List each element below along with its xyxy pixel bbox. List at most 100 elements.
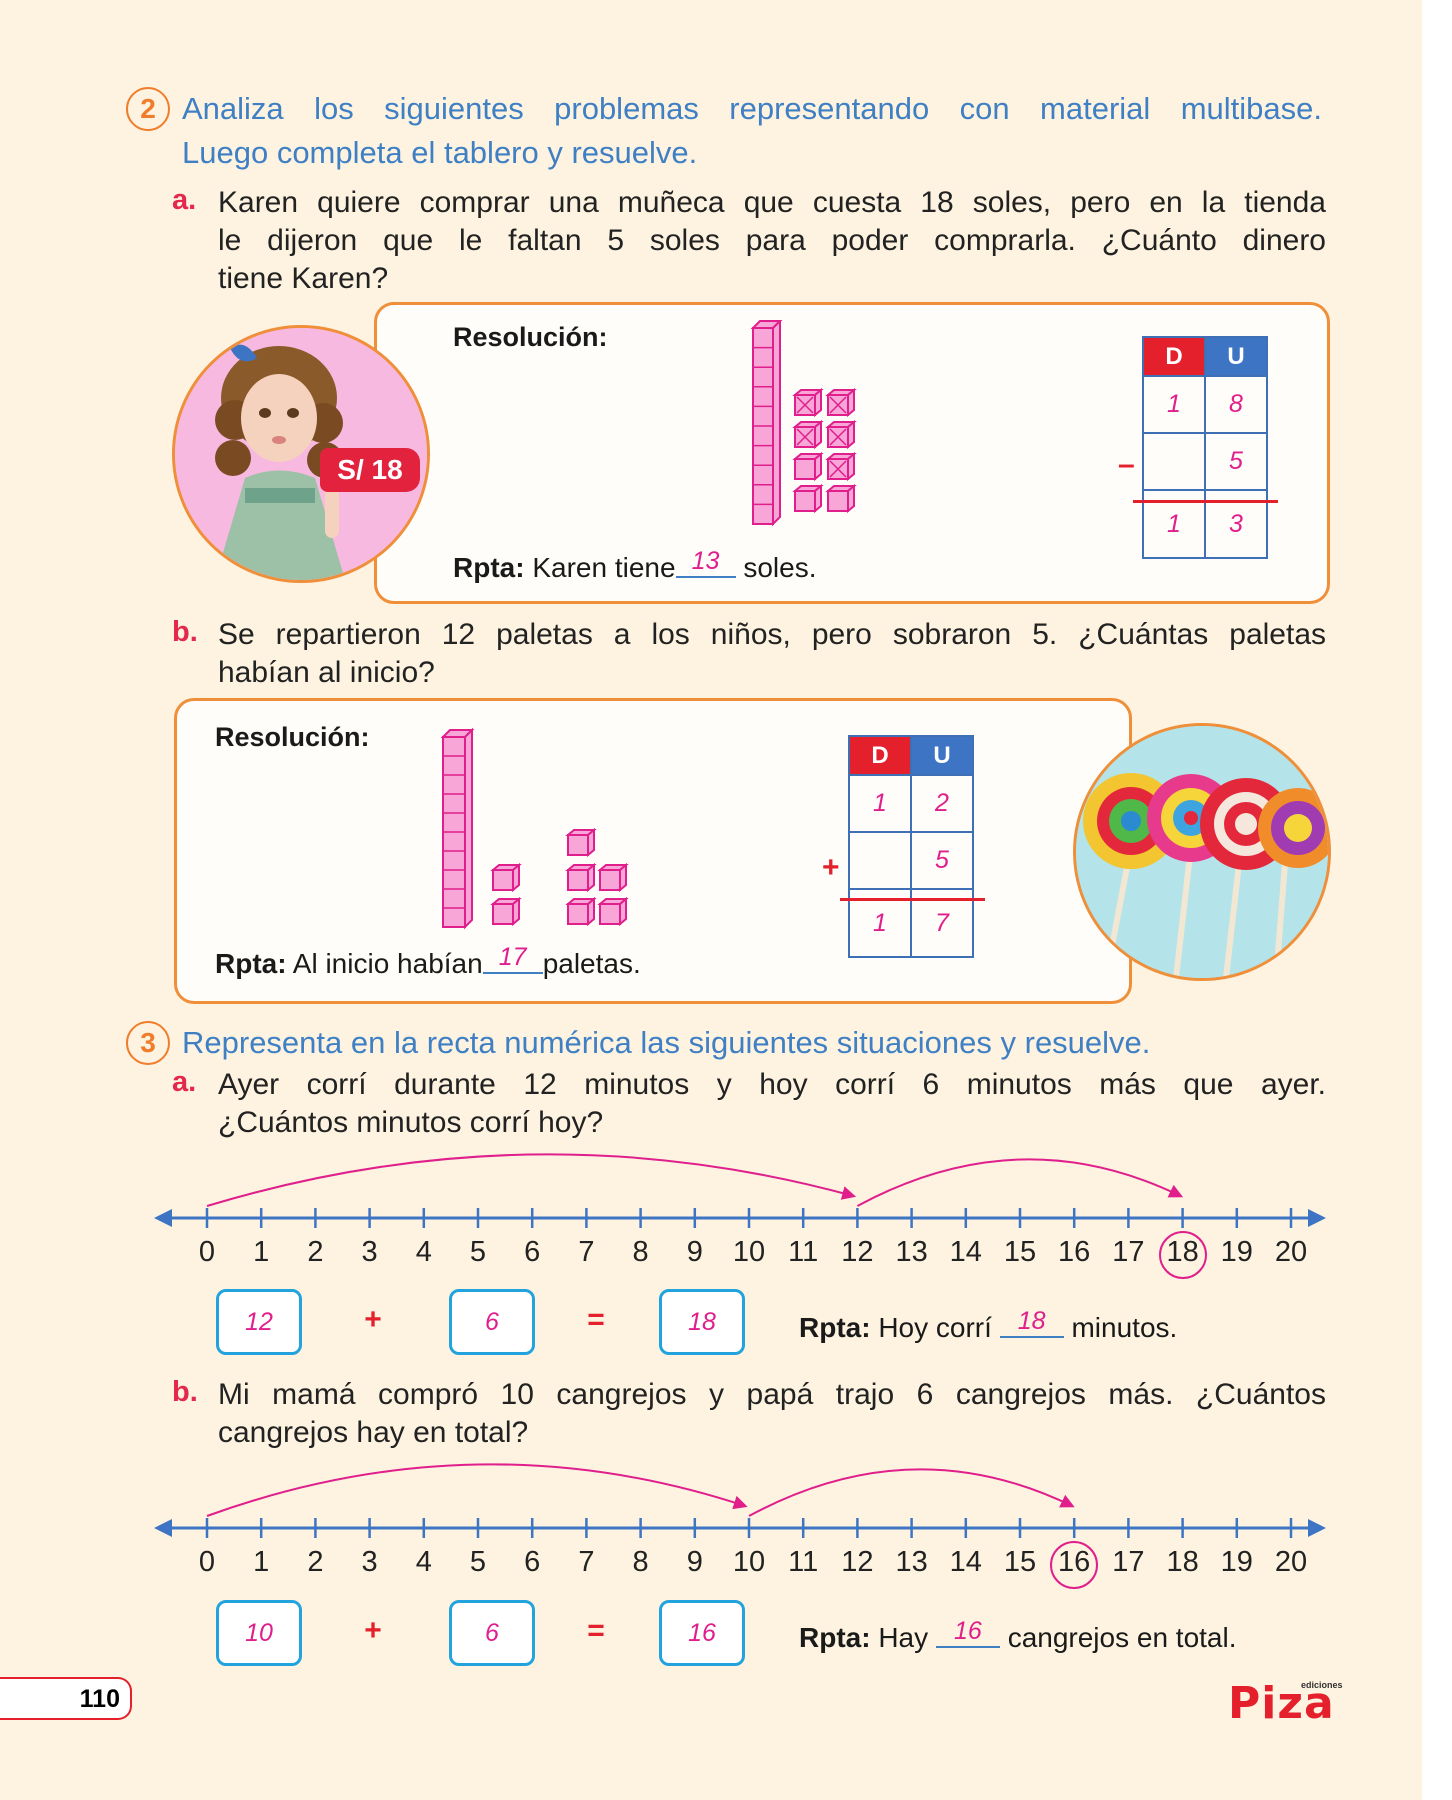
tick-label: 17 [1112, 1546, 1145, 1578]
lollipop-photo [1073, 723, 1331, 981]
jump-arc [748, 1468, 1075, 1517]
tick-label: 19 [1220, 1546, 1253, 1578]
question-2-instruction-line2: Luego completa el tablero y resuelve. [182, 135, 698, 170]
answer-3b: Rpta: Hay 16 cangrejos en total. [799, 1617, 1237, 1656]
page-edge [1422, 0, 1452, 1800]
tick-label: 4 [415, 1236, 432, 1268]
tick-label: 8 [632, 1546, 649, 1578]
item-2a-letter: a. [172, 184, 197, 216]
tick-label: 0 [198, 1236, 216, 1268]
resolution-label-2b: Resolución: [215, 722, 370, 752]
table-cell [1142, 432, 1206, 491]
answer-value: 13 [675, 547, 736, 578]
answer-text-before: Hay [878, 1622, 929, 1653]
number-line-3b [154, 1463, 1326, 1538]
item-3b-line2: cangrejos hay en total? [218, 1416, 529, 1449]
item-3a-line2: ¿Cuántos minutos corrí hoy? [218, 1106, 604, 1139]
answer-text-before: Karen tiene [532, 552, 676, 583]
tick-label: 20 [1274, 1546, 1308, 1578]
base-ten-blocks-2b [440, 727, 629, 930]
price-tag: S/ 18 [320, 448, 420, 492]
tick-label: 10 [732, 1546, 766, 1578]
question-3-instruction: Representa en la recta numérica las sigu… [182, 1025, 1151, 1060]
tick-label: 2 [307, 1236, 324, 1268]
jump-arc [206, 1153, 857, 1207]
tick-label: 13 [895, 1546, 928, 1578]
tick-label: 10 [732, 1236, 766, 1268]
tick-label: 2 [307, 1546, 324, 1578]
tick-label: 3 [361, 1236, 378, 1268]
table-cell: 1 [848, 774, 912, 833]
tick-label: 5 [469, 1546, 487, 1578]
tick-label: 12 [841, 1546, 874, 1578]
units-header: U [1204, 336, 1268, 377]
arrow-left [154, 1519, 172, 1537]
base-ten-blocks-2a [750, 320, 857, 527]
equation-addend-2: 6 [449, 1289, 535, 1355]
tick-label: 6 [524, 1236, 541, 1268]
tick-label: 17 [1112, 1236, 1145, 1268]
jump-arc [206, 1463, 748, 1517]
tick-label: 9 [686, 1236, 703, 1268]
answer-label: Rpta: [799, 1622, 871, 1653]
item-2b-line2: habían al inicio? [218, 656, 435, 689]
result-line [1133, 500, 1278, 503]
equation-result: 18 [659, 1289, 745, 1355]
table-cell [848, 831, 912, 890]
table-cell: 5 [910, 831, 974, 890]
question-2-number: 2 [126, 87, 170, 131]
answer-label: Rpta: [453, 552, 525, 583]
item-2b-line1: Se repartieron 12 paletas a los niños, p… [218, 618, 1326, 651]
tick-label: 18 [1166, 1546, 1199, 1578]
tick-label: 11 [788, 1546, 819, 1578]
tick-label: 8 [632, 1236, 649, 1268]
arrow-right [1308, 1519, 1326, 1537]
tick-label: 0 [198, 1546, 216, 1578]
plus-sign: + [822, 851, 840, 884]
arrow-left [154, 1209, 172, 1227]
tick-label: 9 [686, 1546, 703, 1578]
tick-label: 13 [895, 1236, 928, 1268]
equation-equals: = [587, 1614, 605, 1647]
equation-addend-1: 12 [216, 1289, 302, 1355]
tick-label: 5 [469, 1236, 487, 1268]
tick-label: 7 [578, 1236, 595, 1268]
logo-tagline: ediciones [1301, 1680, 1343, 1690]
answer-circle [1158, 1231, 1207, 1279]
tick-label: 19 [1220, 1236, 1253, 1268]
answer-value: 17 [482, 943, 543, 974]
table-cell: 2 [910, 774, 974, 833]
tick-label: 14 [949, 1546, 982, 1578]
item-2b-letter: b. [172, 616, 198, 648]
tick-label: 1 [253, 1546, 270, 1578]
arrow-right [1308, 1209, 1326, 1227]
answer-3a: Rpta: Hoy corrí 18 minutos. [799, 1307, 1177, 1346]
equation-addend-1: 10 [216, 1600, 302, 1666]
jump-arc [856, 1158, 1184, 1207]
equation-result: 16 [659, 1600, 745, 1666]
item-3a-line1: Ayer corrí durante 12 minutos y hoy corr… [218, 1068, 1326, 1101]
table-cell: 5 [1204, 432, 1268, 491]
equation-equals: = [587, 1303, 605, 1336]
answer-value: 16 [935, 1617, 1000, 1648]
tick-label: 14 [949, 1236, 982, 1268]
item-2a-line3: tiene Karen? [218, 262, 389, 295]
question-2-instruction-line1: Analiza los siguientes problemas represe… [182, 91, 1322, 126]
answer-2b: Rpta: Al inicio habían 17 paletas. [215, 943, 641, 982]
tick-label: 3 [361, 1546, 378, 1578]
item-3b-line1: Mi mamá compró 10 cangrejos y papá trajo… [218, 1378, 1326, 1411]
answer-text-after: cangrejos en total. [1007, 1622, 1237, 1653]
resolution-label-2a: Resolución: [453, 322, 608, 352]
tick-label: 15 [1003, 1236, 1037, 1268]
tick-label: 20 [1274, 1236, 1308, 1268]
item-3a-letter: a. [172, 1066, 197, 1098]
publisher-logo: Piza [1228, 1678, 1335, 1729]
tens-header: D [848, 735, 912, 776]
tick-label: 4 [415, 1546, 432, 1578]
tick-label: 15 [1003, 1546, 1037, 1578]
tens-header: D [1142, 336, 1206, 377]
table-cell: 8 [1204, 375, 1268, 434]
answer-text-after: paletas. [542, 948, 641, 979]
answer-value: 18 [999, 1307, 1064, 1338]
